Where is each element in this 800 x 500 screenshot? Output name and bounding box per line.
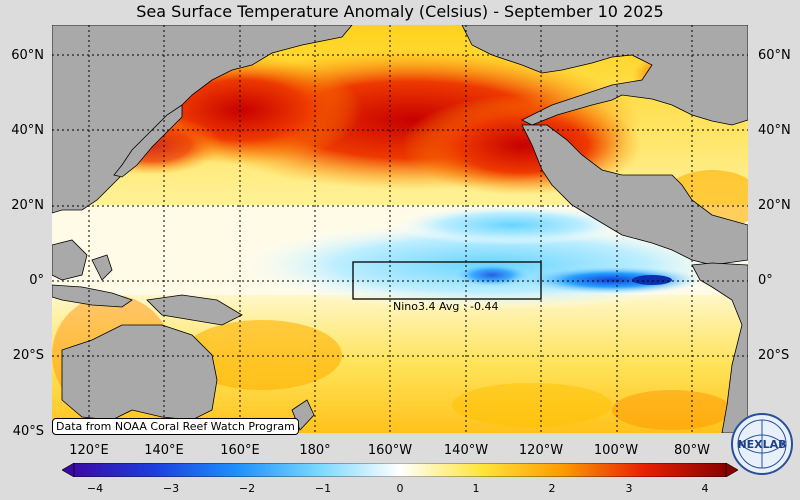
- colorbar-high-arrow: [725, 462, 739, 478]
- japan-land: [113, 104, 183, 178]
- colorbar-tick-minus2: −2: [238, 482, 256, 495]
- lon-label-160e: 160°E: [220, 443, 260, 458]
- nino34-region-box: [352, 261, 542, 300]
- logo-text: NEXLAB: [737, 438, 786, 451]
- lat-label-60n-right: 60°N: [758, 48, 791, 63]
- new-guinea-land: [146, 294, 243, 326]
- lon-label-180: 180°: [299, 443, 331, 458]
- north-america-land: [461, 25, 748, 126]
- colorbar-gradient: [73, 462, 727, 478]
- colorbar-tick-1: 1: [472, 482, 480, 495]
- lat-label-20n-left: 20°N: [11, 198, 44, 213]
- graticule: [52, 25, 748, 433]
- lat-label-40n-left: 40°N: [11, 123, 44, 138]
- lat-label-0-right: 0°: [758, 273, 773, 288]
- lon-label-140e: 140°E: [144, 443, 184, 458]
- lat-label-20s-right: 20°S: [758, 348, 790, 363]
- nino34-average-label: Nino3.4 Avg : -0.44: [393, 300, 499, 313]
- map-title: Sea Surface Temperature Anomaly (Celsius…: [136, 2, 664, 21]
- colorbar-tick-minus1: −1: [314, 482, 332, 495]
- colorbar-tick-minus4: −4: [86, 482, 104, 495]
- lon-label-120e: 120°E: [69, 443, 109, 458]
- south-america-land: [691, 262, 748, 433]
- colorbar-tick-minus3: −3: [162, 482, 180, 495]
- lon-label-140w: 140°W: [443, 443, 489, 458]
- colorbar-tick-0: 0: [396, 482, 404, 495]
- nexlab-logo: NEXLAB: [730, 412, 794, 476]
- colorbar-tick-4: 4: [701, 482, 709, 495]
- lon-label-160w: 160°W: [367, 443, 413, 458]
- lat-label-40n-right: 40°N: [758, 123, 791, 138]
- colorbar: [61, 462, 739, 478]
- colorbar-tick-2: 2: [548, 482, 556, 495]
- colorbar-tick-3: 3: [625, 482, 633, 495]
- data-credit-box: Data from NOAA Coral Reef Watch Program: [52, 418, 299, 435]
- lat-label-60n-left: 60°N: [11, 48, 44, 63]
- lat-label-20s-left: 20°S: [12, 348, 44, 363]
- sst-anomaly-map: [52, 25, 748, 433]
- lat-label-20n-right: 20°N: [758, 198, 791, 213]
- lon-label-100w: 100°W: [593, 443, 639, 458]
- lat-label-0-left: 0°: [29, 273, 44, 288]
- colorbar-low-arrow: [61, 462, 75, 478]
- lon-label-80w: 80°W: [674, 443, 710, 458]
- lat-label-40s-left: 40°S: [12, 424, 44, 439]
- lon-label-120w: 120°W: [518, 443, 564, 458]
